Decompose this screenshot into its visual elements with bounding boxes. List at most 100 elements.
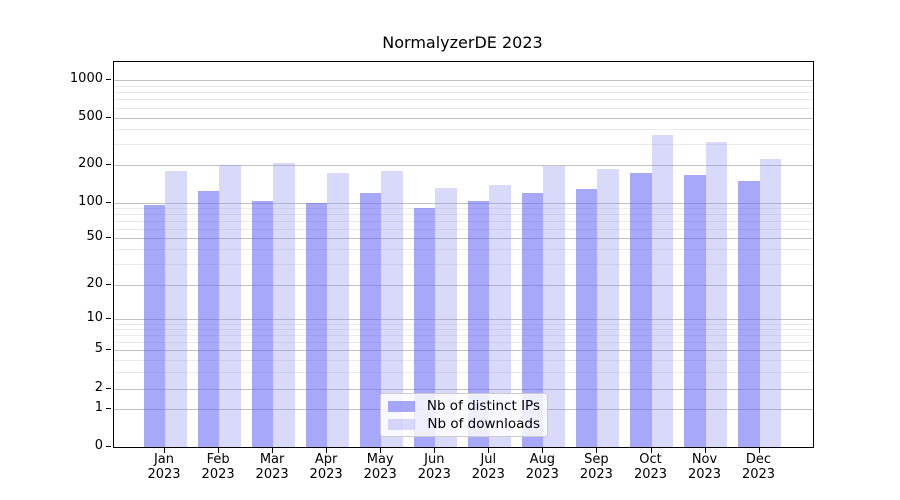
x-tick-month: Feb	[206, 452, 230, 467]
x-tick-month: Jan	[153, 452, 175, 467]
legend-swatch-distinct-ips	[388, 400, 415, 412]
y-tick-label: 50	[86, 228, 103, 244]
y-tick-mark	[106, 201, 111, 203]
x-tick-year: 2023	[417, 467, 451, 482]
x-tick-year: 2023	[741, 467, 776, 482]
x-tick-mark	[272, 448, 274, 453]
x-tick-mark	[164, 448, 165, 453]
x-tick-mark	[596, 448, 598, 453]
x-tick-year: 2023	[633, 467, 668, 482]
bar-downloads-sep	[597, 169, 619, 447]
bar-downloads-dec	[759, 158, 781, 447]
x-tick-mark	[542, 448, 544, 453]
x-tick-month: Oct	[639, 452, 662, 467]
y-tick-mark	[106, 116, 111, 118]
x-tick-month: Jul	[480, 452, 497, 467]
y-tick-label: 1	[94, 400, 103, 416]
legend-item-downloads: Nb of downloads	[388, 416, 540, 432]
x-tick-year: 2023	[579, 467, 613, 482]
gridline-minor	[114, 99, 813, 101]
x-tick-year: 2023	[525, 467, 559, 482]
x-tick-year: 2023	[471, 467, 505, 482]
gridline-minor	[114, 207, 813, 209]
y-tick-label: 100	[78, 193, 103, 209]
gridline-minor	[114, 228, 813, 230]
bar-distinct-ips-jul	[467, 201, 490, 447]
x-tick-month: Sep	[584, 452, 609, 467]
x-tick-label: Jan 2023	[134, 452, 194, 482]
x-tick-label: Jul 2023	[458, 452, 518, 482]
gridline-minor	[114, 107, 813, 109]
bar-downloads-oct	[651, 134, 673, 447]
x-tick-label: Apr 2023	[296, 452, 356, 482]
x-tick-label: May 2023	[350, 452, 410, 482]
y-tick-mark	[106, 284, 111, 285]
gridline-minor	[114, 249, 813, 251]
y-tick-label: 0	[94, 438, 103, 453]
gridline-major	[114, 202, 813, 204]
x-tick-year: 2023	[147, 467, 181, 482]
y-tick-label: 5	[94, 341, 103, 357]
x-tick-label: Nov 2023	[675, 452, 735, 482]
y-tick-label: 10	[86, 310, 103, 325]
x-tick-year: 2023	[309, 467, 343, 482]
plot-area: Nb of distinct IPs Nb of downloads	[113, 61, 814, 448]
y-tick-mark	[106, 387, 111, 389]
x-tick-month: Nov	[691, 452, 718, 467]
y-tick-mark	[106, 408, 111, 410]
gridline-major	[114, 237, 813, 239]
bar-downloads-feb	[219, 164, 241, 447]
x-tick-year: 2023	[363, 467, 397, 482]
y-tick-label: 200	[78, 155, 103, 171]
x-tick-month: Aug	[529, 452, 555, 467]
bar-distinct-ips-aug	[521, 192, 544, 447]
bar-downloads-nov	[705, 142, 727, 447]
bar-downloads-aug	[543, 166, 565, 447]
x-tick-label: Mar 2023	[242, 452, 302, 482]
legend-swatch-downloads	[388, 418, 415, 430]
chart-title: NormalyzerDE 2023	[382, 33, 543, 52]
gridline-minor	[114, 129, 813, 131]
gridline-minor	[114, 335, 813, 337]
gridline-minor	[114, 371, 813, 373]
bar-distinct-ips-jun	[413, 207, 436, 447]
y-tick-mark	[106, 163, 111, 165]
bar-downloads-may	[381, 170, 403, 447]
y-tick-mark	[106, 318, 111, 319]
legend: Nb of distinct IPs Nb of downloads	[380, 393, 548, 437]
y-tick-mark	[106, 78, 111, 80]
x-tick-month: Dec	[745, 452, 772, 467]
legend-item-distinct-ips: Nb of distinct IPs	[388, 398, 540, 414]
bar-distinct-ips-mar	[251, 200, 274, 447]
x-tick-mark	[380, 448, 382, 453]
y-tick-label: 2	[94, 379, 103, 395]
x-tick-mark	[758, 448, 760, 453]
gridline-major	[114, 350, 813, 352]
x-tick-label: Aug 2023	[512, 452, 572, 482]
legend-label-distinct-ips: Nb of distinct IPs	[426, 398, 540, 414]
gridline-minor	[114, 143, 813, 145]
gridline-major	[114, 79, 813, 81]
gridline-major	[114, 285, 813, 286]
gridline-minor	[114, 329, 813, 331]
x-tick-mark	[326, 448, 328, 453]
x-tick-year: 2023	[687, 467, 722, 482]
gridline-minor	[114, 359, 813, 361]
bar-downloads-jun	[435, 188, 457, 447]
x-tick-month: Jun	[424, 452, 445, 467]
gridline-minor	[114, 213, 813, 215]
y-tick-mark	[106, 349, 111, 351]
bar-downloads-jul	[489, 184, 511, 447]
gridline-major	[114, 117, 813, 119]
y-tick-mark	[106, 446, 111, 447]
y-tick-mark	[106, 236, 111, 238]
gridline-minor	[114, 91, 813, 93]
gridline-major	[114, 164, 813, 166]
gridline-minor	[114, 85, 813, 87]
bar-downloads-jan	[165, 171, 187, 447]
bar-distinct-ips-feb	[197, 191, 219, 447]
x-tick-month: Apr	[314, 452, 338, 467]
x-tick-mark	[650, 448, 652, 453]
x-tick-label: Feb 2023	[188, 452, 248, 482]
x-tick-mark	[434, 448, 436, 453]
